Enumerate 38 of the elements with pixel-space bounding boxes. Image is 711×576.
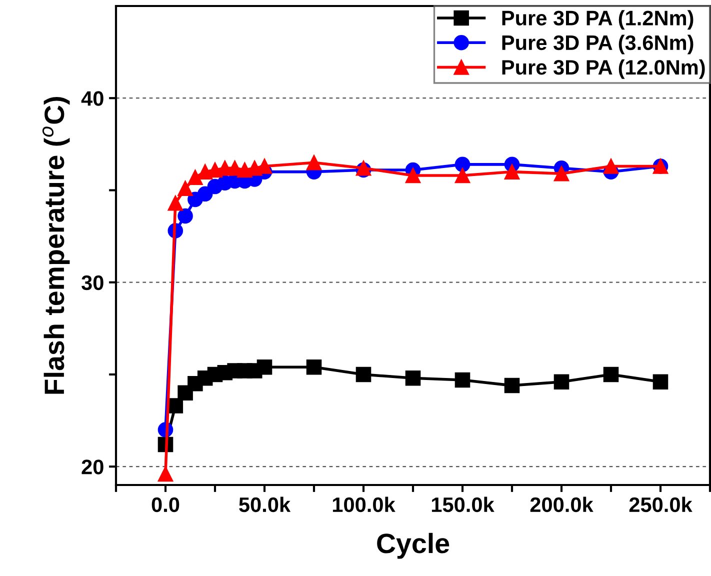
y-axis-title: Flash temperature ($^{o}$C)	[42, 97, 70, 394]
point	[454, 168, 470, 184]
point	[652, 374, 668, 390]
y-tick-label: 40	[81, 91, 104, 106]
point	[178, 208, 193, 224]
point	[454, 156, 470, 172]
point	[554, 374, 570, 390]
point	[504, 164, 520, 180]
x-axis-title: Cycle	[377, 532, 450, 559]
point	[454, 372, 470, 388]
point	[158, 466, 174, 482]
point	[178, 180, 193, 196]
point	[256, 359, 272, 375]
point	[405, 370, 421, 386]
y-tick-label: 30	[82, 275, 104, 290]
legend-label: Pure 3D PA (3.6Nm)	[502, 34, 694, 54]
legend-label: Pure 3D PA (12.0Nm)	[502, 59, 705, 79]
x-tick-label: 250.0k	[629, 496, 692, 512]
point	[356, 366, 372, 382]
point	[197, 164, 213, 180]
y-tick-label: 20	[82, 460, 104, 474]
legend-label: Pure 3D PA (1.2Nm)	[502, 10, 694, 30]
point	[168, 195, 184, 211]
x-tick-label: 150.0k	[432, 496, 494, 512]
x-tick-label: 0.0	[152, 497, 180, 512]
point	[197, 186, 213, 202]
point	[306, 154, 322, 170]
x-tick-label: 100.0k	[332, 496, 396, 512]
point	[405, 168, 421, 184]
point	[306, 359, 322, 375]
point	[603, 366, 619, 382]
x-tick-label: 50.0k	[239, 496, 291, 512]
point	[603, 158, 619, 174]
point	[188, 170, 203, 185]
point	[504, 378, 520, 394]
point	[554, 166, 570, 182]
x-tick-label: 200.0k	[530, 496, 594, 512]
point	[227, 160, 242, 176]
